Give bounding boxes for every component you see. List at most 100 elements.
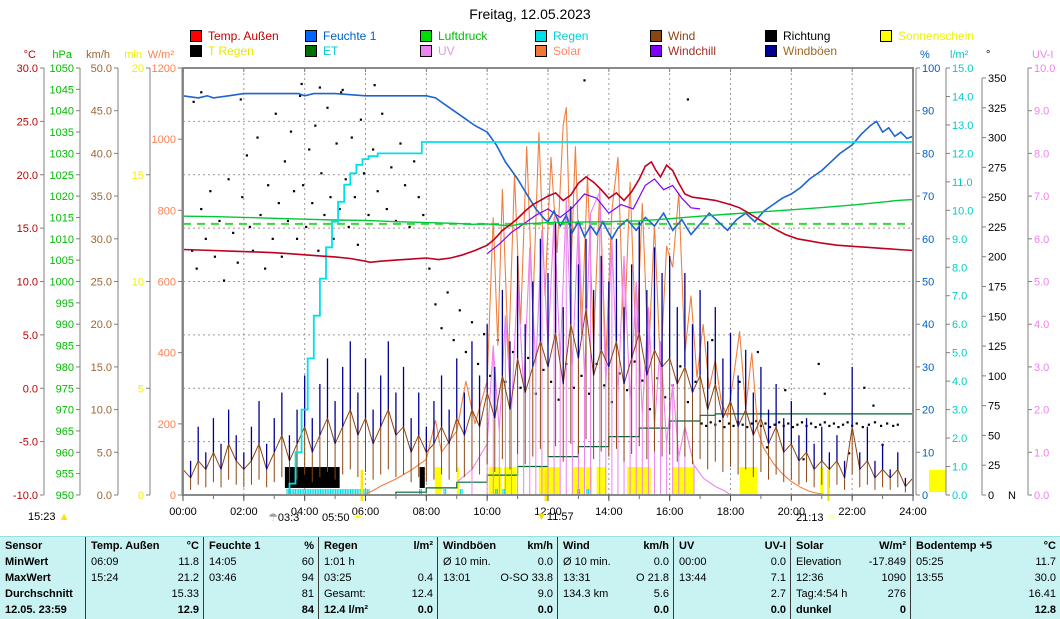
axis-tick-label: 15.0 — [952, 63, 973, 75]
wind-direction-dot — [519, 386, 522, 389]
axis-tick-label: -5.0 — [19, 437, 38, 449]
wind-direction-dot — [732, 424, 735, 427]
axis-tick-label: 1.0 — [952, 462, 967, 474]
sun-icon: ☀ — [826, 512, 837, 524]
wind-direction-dot — [446, 291, 449, 294]
axis-tick-label: 1010 — [50, 234, 74, 246]
wind-direction-dot — [867, 423, 870, 426]
wind-direction-dot — [483, 333, 486, 336]
wind-direction-dot — [855, 422, 858, 425]
table-row: 03:46 94 — [209, 572, 314, 584]
legend-item-regen: Regen — [535, 29, 588, 43]
wind-direction-dot — [329, 196, 332, 199]
table-column-feuchte-1: Feuchte 1% 14:05 60 03:46 94 81 84 — [203, 537, 318, 619]
legend-item-luftdruck: Luftdruck — [420, 29, 487, 43]
legend-item-t-regen: T Regen — [190, 44, 254, 58]
wind-direction-dot — [394, 219, 398, 223]
axis-tick-label: 200 — [988, 252, 1006, 264]
axis-tick-label: 20 — [132, 63, 144, 75]
wind-direction-dot — [390, 166, 393, 169]
legend-swatch — [420, 29, 432, 42]
axis-tick-label: 10 — [922, 447, 934, 459]
axis-unit-label: UV-I — [1032, 49, 1053, 61]
wind-direction-dot — [367, 213, 370, 217]
wind-direction-dot — [376, 190, 379, 193]
wind-direction-dot — [686, 400, 690, 404]
table-row: MinWert — [5, 556, 49, 568]
wind-direction-dot — [664, 396, 667, 399]
wind-direction-dot — [259, 213, 262, 217]
axis-tick-label: 7.0 — [1034, 191, 1049, 203]
axis-tick-label: 200 — [158, 419, 176, 431]
wind-direction-dot — [267, 184, 270, 187]
legend-label: Temp. Außen — [208, 28, 279, 43]
time-marker-05-50: 05:50 ☀ — [322, 511, 362, 524]
wind-direction-dot — [572, 386, 575, 389]
axis-tick-label: 50.0 — [91, 63, 112, 75]
axis-tick-label: 0.0 — [952, 490, 967, 502]
axis-tick-label: 975 — [56, 383, 74, 395]
time-markers-row: 15:23 ▲ ☂03:3 05:50 ☀ ▼11:57 21:13 ☀ — [0, 511, 1060, 529]
axis-tick-label: 400 — [158, 348, 176, 360]
axis-tick-label: 20.0 — [17, 170, 38, 182]
table-row: 84 — [301, 604, 314, 616]
wind-direction-dot — [434, 303, 437, 306]
axis-tick-label: 325 — [988, 103, 1006, 115]
sunshine-bar — [596, 467, 607, 495]
table-row: 06:09 11.8 — [91, 556, 199, 568]
sunshine-bar — [627, 467, 651, 495]
axis-tick-label: 15 — [132, 170, 144, 182]
wind-direction-dot — [896, 423, 899, 426]
wind-direction-dot — [289, 130, 293, 133]
axis-tick-label: 30 — [922, 362, 934, 374]
wind-direction-dot — [633, 360, 636, 363]
table-row: 12.9 — [177, 604, 199, 616]
axis-tick-label: 2.0 — [952, 433, 967, 445]
pressure-line — [182, 198, 914, 227]
wind-direction-dot — [320, 172, 323, 175]
legend-item-temp-au-en: Temp. Außen — [190, 28, 279, 43]
wind-direction-dot — [359, 118, 363, 121]
axis-tick-label: 950 — [56, 490, 74, 502]
axis-tick-label: 955 — [56, 469, 74, 481]
wind-direction-dot — [428, 267, 431, 270]
wind-direction-dot — [557, 398, 560, 401]
axis-unit-label: l/m² — [950, 49, 969, 61]
wind-direction-dot — [741, 423, 744, 426]
table-column-temp-au-en: Temp. Außen °C 06:09 11.8 15:24 21.2 15.33 12.9 — [85, 537, 203, 619]
wind-direction-dot — [213, 255, 217, 258]
axis-tick-label: 1045 — [50, 84, 74, 96]
summary-table: Sensor MinWert MaxWert Durchschnitt 12.05. 2… — [0, 536, 1060, 619]
x-axis-label: 16:00 — [656, 506, 684, 518]
table-header: UV UV-I — [679, 540, 786, 552]
table-row: 13:01 O-SO 33.8 — [443, 572, 553, 584]
legend-item-richtung: Richtung — [765, 29, 830, 43]
wind-direction-dot — [241, 196, 244, 199]
wind-direction-dot — [311, 202, 314, 205]
axis-tick-label: 8.0 — [952, 262, 967, 274]
axis-unit-label: °C — [24, 49, 36, 61]
umbrella-icon: ☂ — [268, 512, 278, 524]
legend-item-sonnenschein: Sonnenschein — [880, 29, 974, 43]
axis-north-label: N — [1008, 490, 1016, 502]
wind-direction-dot — [292, 190, 296, 193]
table-row: 12.05. 23:59 — [5, 604, 67, 616]
wind-direction-dot — [583, 79, 586, 82]
legend-swatch — [535, 29, 547, 42]
sunshine-bar — [672, 467, 694, 495]
axis-tick-label: 25.0 — [91, 277, 112, 289]
wind-direction-dot — [470, 321, 474, 324]
axis-tick-label: 45.0 — [91, 106, 112, 118]
wind-direction-dot — [251, 249, 255, 252]
axis-tick-label: 985 — [56, 341, 74, 353]
axis-tick-label: 15.0 — [91, 362, 112, 374]
legend-swatch — [765, 44, 777, 57]
table-row: 134.3 km 5.6 — [563, 588, 669, 600]
table-row: 13:55 30.0 — [916, 572, 1056, 584]
table-row: Durchschnitt — [5, 588, 73, 600]
wind-direction-dot — [347, 225, 350, 229]
wind-direction-dot — [200, 91, 203, 94]
wind-direction-dot — [711, 339, 714, 342]
axis-tick-label: 1000 — [50, 277, 74, 289]
axis-unit-label: min — [124, 49, 142, 61]
